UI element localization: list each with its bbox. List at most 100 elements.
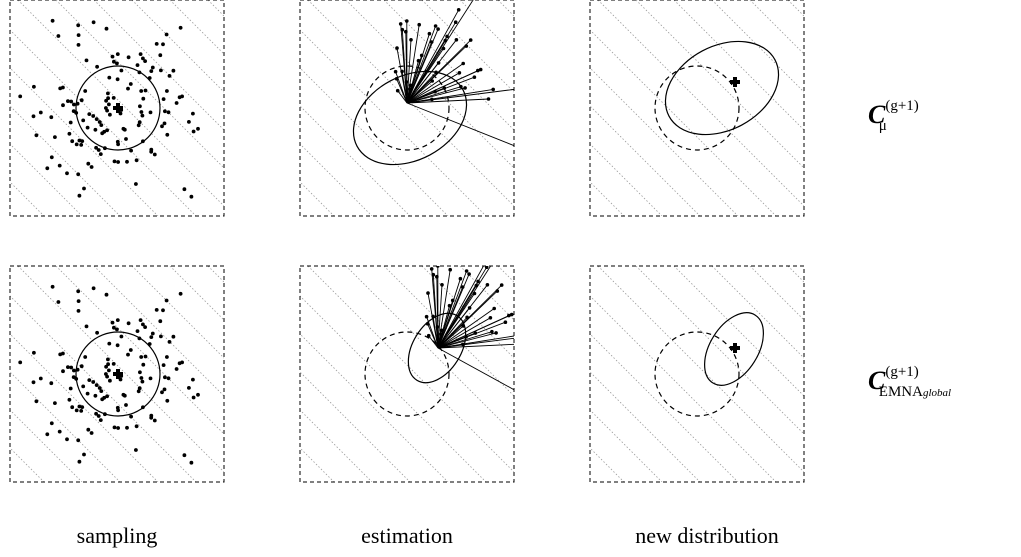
sample-point <box>74 142 79 147</box>
sample-point <box>32 350 36 355</box>
sample-point <box>85 391 90 396</box>
sample-point <box>76 33 81 37</box>
sample-point <box>152 418 157 423</box>
sample-point <box>68 386 73 391</box>
hatch-line <box>300 447 335 482</box>
sample-point <box>485 283 490 287</box>
sample-vector <box>406 39 412 104</box>
hatch-line <box>0 0 6 216</box>
sample-point <box>161 308 165 313</box>
sample-point <box>165 132 170 137</box>
sample-point <box>472 291 477 296</box>
sample-point <box>522 333 526 337</box>
hatch-line <box>650 266 866 482</box>
sample-point <box>106 362 110 367</box>
sample-point <box>178 25 183 30</box>
sample-point <box>104 26 109 31</box>
sample-vectors <box>393 0 514 147</box>
sample-vector <box>406 98 489 104</box>
sample-point <box>107 75 112 80</box>
sample-point <box>74 377 79 381</box>
sample-vector <box>437 336 467 349</box>
sample-point <box>85 125 90 130</box>
sample-point <box>91 20 96 25</box>
sample-point <box>139 110 144 114</box>
sample-point <box>38 110 43 115</box>
sample-point <box>441 46 446 51</box>
sample-point <box>503 320 508 325</box>
hatch-line <box>590 143 663 216</box>
sample-point <box>400 69 404 74</box>
sample-point <box>107 341 112 346</box>
hatch-line <box>131 0 224 93</box>
sample-points <box>18 18 200 199</box>
hatch-line <box>300 409 373 482</box>
sample-point <box>103 146 107 151</box>
sample-vector <box>426 316 439 349</box>
sample-point <box>189 460 194 465</box>
hatch-line <box>300 181 335 216</box>
sample-point <box>164 32 169 37</box>
sample-point <box>143 88 148 93</box>
sample-point <box>61 369 65 374</box>
sample-point <box>72 368 76 373</box>
sample-point <box>162 121 167 126</box>
new-mean-marker <box>730 343 740 353</box>
hatch-line <box>749 0 804 55</box>
mean-marker <box>113 103 123 113</box>
sample-point <box>171 334 176 339</box>
hatch-line <box>650 0 866 216</box>
sample-point <box>83 355 88 359</box>
new-distribution-ellipse <box>704 312 764 386</box>
sample-point <box>431 314 435 319</box>
sample-point <box>49 421 54 426</box>
old-distribution-circle <box>364 331 450 417</box>
sample-vector <box>428 335 439 349</box>
sample-point <box>453 20 458 25</box>
sample-point <box>427 31 432 36</box>
sample-point <box>141 56 145 61</box>
hatch-line <box>1016 0 1021 216</box>
sample-point <box>128 82 133 86</box>
distribution-circle <box>75 331 161 417</box>
hatch-line <box>574 266 790 482</box>
sample-vector <box>437 286 464 349</box>
sample-point <box>31 380 36 385</box>
hatch-line <box>902 0 1021 216</box>
sample-point <box>91 114 96 118</box>
sample-vector <box>437 337 514 349</box>
sample-point <box>91 286 96 291</box>
sample-point <box>158 53 163 58</box>
sample-point <box>436 27 440 31</box>
sample-point <box>75 367 80 372</box>
hatch-line <box>80 0 296 216</box>
sample-point <box>89 165 94 169</box>
hatch-lines <box>80 0 866 216</box>
sample-point <box>395 46 399 50</box>
sample-point <box>79 143 84 147</box>
sample-point <box>426 291 430 295</box>
sample-point <box>76 172 81 177</box>
sample-point <box>128 348 133 352</box>
superscript: (g+1) <box>885 364 919 380</box>
sample-vector <box>406 69 481 104</box>
sample-point <box>189 194 194 199</box>
sample-point <box>152 152 157 157</box>
sample-vector <box>406 9 460 104</box>
hatch-line <box>370 266 586 482</box>
sample-point <box>464 269 469 273</box>
sample-vector <box>437 307 470 349</box>
sample-vector <box>437 284 443 349</box>
hatch-line <box>300 143 373 216</box>
new-mean-marker <box>730 77 740 87</box>
sample-point <box>72 102 76 107</box>
sample-point <box>454 38 459 42</box>
sample-point <box>111 96 116 100</box>
sample-point <box>180 360 185 365</box>
old-distribution-circle <box>364 65 450 151</box>
sample-point <box>439 328 444 333</box>
sample-point <box>57 163 62 168</box>
sample-point <box>448 267 453 272</box>
sample-point <box>458 276 463 281</box>
sample-point <box>143 354 148 359</box>
